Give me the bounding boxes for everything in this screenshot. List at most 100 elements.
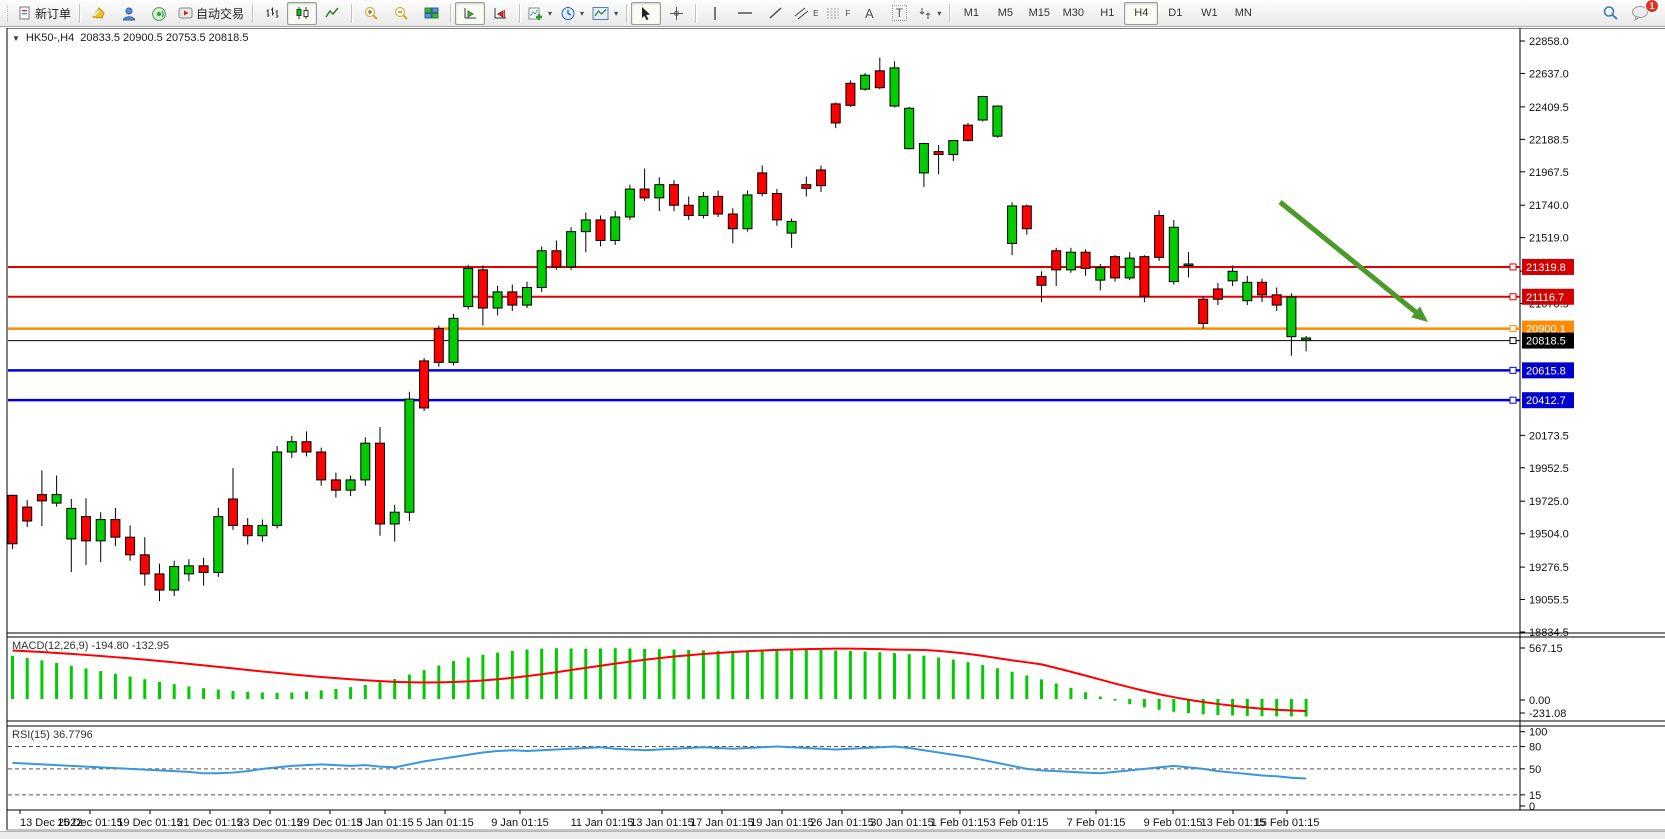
candlestick-up bbox=[286, 441, 297, 453]
time-axis-label: 30 Jan 01:15 bbox=[870, 817, 934, 829]
macd-histogram-bar bbox=[1084, 692, 1088, 699]
price-tick-label: 19952.5 bbox=[1529, 463, 1569, 475]
cursor-arrow-icon bbox=[642, 6, 651, 20]
tile-windows-button[interactable] bbox=[416, 2, 446, 25]
candlestick-down bbox=[1271, 294, 1282, 306]
arrows-tool[interactable]: ▾ bbox=[914, 2, 945, 25]
rsi-name: RSI(15) bbox=[12, 729, 50, 741]
timeframe-button-m1[interactable]: M1 bbox=[963, 7, 979, 19]
chart-shift-button[interactable] bbox=[485, 2, 515, 25]
hline-anchor-marker[interactable] bbox=[1509, 337, 1517, 345]
text-label-tool[interactable]: T bbox=[884, 2, 914, 25]
trendline-tool[interactable] bbox=[760, 2, 790, 25]
macd-histogram-bar bbox=[55, 663, 59, 699]
clock-icon bbox=[561, 6, 575, 20]
timeframe-button-mn[interactable]: MN bbox=[1234, 7, 1252, 19]
time-axis-label: 21 Dec 01:15 bbox=[177, 817, 242, 829]
channel-tool[interactable]: E bbox=[790, 2, 822, 25]
chart-profiles-button[interactable] bbox=[84, 2, 114, 25]
vertical-line-icon bbox=[714, 6, 716, 20]
time-axis-label: 29 Dec 01:15 bbox=[297, 817, 362, 829]
horizontal-line-icon bbox=[738, 12, 753, 14]
trend-arrow-annotation[interactable] bbox=[1278, 200, 1422, 318]
candlestick-up bbox=[448, 317, 459, 363]
price-tick-label: 18834.5 bbox=[1529, 627, 1569, 639]
hline-anchor-marker[interactable] bbox=[1509, 263, 1517, 271]
macd-histogram-bar bbox=[1098, 696, 1102, 699]
candlestick-up bbox=[977, 96, 988, 121]
bar-chart-button[interactable] bbox=[257, 2, 287, 25]
candlestick-up bbox=[183, 565, 194, 575]
time-axis-label: 3 Jan 01:15 bbox=[356, 817, 414, 829]
hline-anchor-marker[interactable] bbox=[1509, 325, 1517, 333]
crosshair-button[interactable] bbox=[661, 2, 691, 25]
macd-histogram-bar bbox=[643, 648, 647, 699]
macd-histogram-bar bbox=[1172, 699, 1176, 712]
candlestick-up bbox=[389, 511, 400, 525]
hline-anchor-marker[interactable] bbox=[1509, 396, 1517, 404]
macd-histogram-bar bbox=[334, 688, 338, 699]
candlestick-up bbox=[95, 519, 106, 542]
macd-histogram-bar bbox=[1275, 699, 1279, 717]
candlestick-up bbox=[1227, 270, 1238, 282]
timeframe-button-m15[interactable]: M15 bbox=[1028, 7, 1051, 19]
price-tick-label: 21740.0 bbox=[1529, 200, 1569, 212]
macd-histogram-bar bbox=[672, 649, 676, 699]
search-button[interactable] bbox=[1595, 2, 1625, 25]
templates-button[interactable]: ▾ bbox=[588, 2, 622, 25]
indicators-button[interactable]: ▾ bbox=[524, 2, 556, 25]
separator bbox=[351, 3, 353, 23]
toolbar-grip[interactable] bbox=[7, 4, 11, 22]
auto-trading-button[interactable]: 自动交易 bbox=[174, 2, 248, 25]
chart-title[interactable]: ▼ HK50-,H4 20833.5 20900.5 20753.5 20818… bbox=[12, 32, 248, 44]
periods-button[interactable]: ▾ bbox=[556, 2, 588, 25]
timeframe-button-m30[interactable]: M30 bbox=[1062, 7, 1085, 19]
macd-histogram-bar bbox=[246, 691, 250, 699]
trend-arrow-head[interactable] bbox=[1411, 306, 1428, 322]
new-order-button[interactable]: 新订单 bbox=[14, 2, 75, 25]
timeframe-button-h1[interactable]: H1 bbox=[1100, 7, 1115, 19]
fibonacci-tool[interactable]: F bbox=[822, 2, 854, 25]
cursor-button[interactable] bbox=[631, 1, 662, 25]
candlestick-up bbox=[992, 105, 1003, 137]
notification-badge: 1 bbox=[1645, 0, 1659, 13]
macd-histogram-bar bbox=[378, 682, 382, 699]
community-button[interactable] bbox=[114, 2, 144, 25]
price-badge bbox=[1522, 392, 1574, 409]
vertical-line-tool[interactable] bbox=[700, 2, 730, 25]
notifications-button[interactable]: 1 bbox=[1625, 0, 1659, 25]
timeframe-button-w1[interactable]: W1 bbox=[1201, 7, 1218, 19]
hline-anchor-marker[interactable] bbox=[1509, 293, 1517, 301]
candlestick-down bbox=[110, 519, 121, 538]
horizontal-line-tool[interactable] bbox=[730, 2, 760, 25]
candlestick-up bbox=[360, 442, 371, 481]
macd-histogram-bar bbox=[1040, 679, 1043, 699]
zoom-out-button[interactable] bbox=[386, 2, 416, 25]
fibonacci-letter: F bbox=[845, 8, 851, 18]
macd-histogram-bar bbox=[128, 676, 132, 699]
time-axis-label: 13 Jan 01:15 bbox=[630, 817, 694, 829]
text-tool[interactable]: A bbox=[854, 2, 884, 25]
price-badge-label: 21319.8 bbox=[1526, 262, 1566, 274]
one-click-expand-icon[interactable]: ▼ bbox=[12, 33, 20, 43]
candlestick-down bbox=[639, 188, 650, 199]
separator bbox=[450, 3, 452, 23]
candlestick-up bbox=[1095, 267, 1106, 281]
macd-histogram-bar bbox=[393, 679, 397, 699]
auto-scroll-button[interactable] bbox=[455, 1, 486, 25]
hline-anchor-marker[interactable] bbox=[1509, 366, 1517, 374]
candlestick-down bbox=[139, 554, 150, 575]
timeframe-button-d1[interactable]: D1 bbox=[1168, 7, 1183, 19]
macd-histogram-bar bbox=[290, 692, 294, 699]
timeframe-button-m5[interactable]: M5 bbox=[997, 7, 1013, 19]
timeframe-button-h4[interactable]: H4 bbox=[1124, 1, 1159, 25]
candlestick-down bbox=[669, 184, 679, 206]
zoom-in-button[interactable] bbox=[356, 2, 386, 25]
macd-histogram-bar bbox=[804, 649, 808, 699]
signals-button[interactable] bbox=[144, 2, 174, 25]
macd-histogram-bar bbox=[113, 673, 117, 699]
candlestick-down bbox=[727, 213, 738, 230]
line-chart-button[interactable] bbox=[317, 2, 347, 25]
candlestick-chart-button[interactable] bbox=[287, 1, 318, 25]
separator bbox=[252, 3, 254, 23]
